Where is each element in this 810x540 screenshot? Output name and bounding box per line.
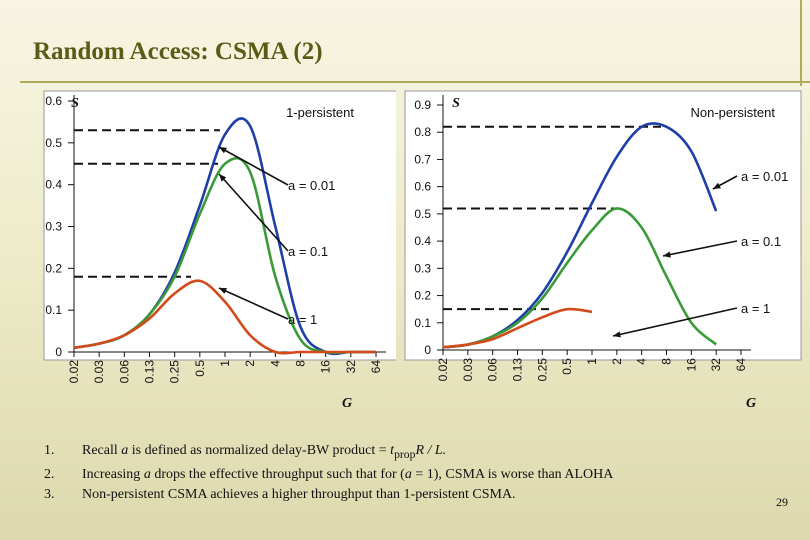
note-1-text: Recall a is defined as normalized delay-…	[82, 443, 447, 461]
chart-1-persistent: 0 0.1 0.2 0.3 0.4 0.5 0.6 0.02 0.03 0.06 0.13 0.25 0…	[43, 90, 396, 411]
y-tick-label: 0.4	[45, 178, 62, 192]
y-tick-label: 0.7	[414, 152, 431, 166]
x-tick-label: 0.25	[168, 360, 182, 384]
x-axis-title: G	[342, 396, 352, 411]
x-tick-label: 0.25	[535, 358, 549, 382]
arrow-head	[219, 288, 227, 294]
x-tick-label: 1	[585, 358, 599, 365]
annotation-label: a = 0.1	[288, 244, 328, 259]
annotation-arrow	[218, 146, 289, 186]
x-tick-label: 0.5	[193, 360, 207, 377]
annotation-arrow	[218, 173, 289, 252]
annotation-label: a = 1	[741, 301, 770, 316]
y-tick-label: 0.1	[414, 316, 431, 330]
series-line	[442, 207, 718, 349]
note-2-number: 2.	[44, 466, 55, 482]
annotation-arrow	[612, 307, 738, 337]
y-tick-label: 0.5	[45, 136, 62, 150]
note-2: 2. Increasing a drops the effective thro…	[44, 465, 744, 485]
x-tick-label: 32	[709, 358, 723, 372]
y-axis-title: S	[71, 96, 79, 111]
y-tick-label: 0.1	[45, 303, 62, 317]
annotation-label: a = 0.1	[741, 234, 781, 249]
arrow-head	[713, 182, 721, 189]
annotation-label: a = 1	[288, 312, 317, 327]
note-2-text: Increasing a drops the effective through…	[82, 466, 614, 482]
x-tick-label: 4	[268, 360, 282, 367]
x-tick-label: 0.06	[117, 360, 131, 384]
x-tick-label: 32	[344, 360, 358, 374]
x-tick-label: 4	[635, 358, 649, 365]
y-tick-label: 0.9	[414, 98, 431, 112]
y-tick-label: 0.2	[414, 289, 431, 303]
y-tick-label: 0.8	[414, 125, 431, 139]
x-tick-label: 0.02	[67, 360, 81, 384]
annotation-label: a = 0.01	[288, 178, 335, 193]
chart-title: 1-persistent	[286, 105, 354, 120]
slide-title: Random Access: CSMA (2)	[33, 38, 323, 65]
y-tick-label: 0	[55, 345, 62, 359]
arrow-head	[613, 331, 621, 338]
series-line	[73, 279, 376, 355]
y-tick-label: 0.6	[414, 180, 431, 194]
chart-non-persistent: 0 0.1 0.2 0.3 0.4 0.5 0.6 0.7 0.8 0.9 0.02 0.03 0.06…	[404, 90, 802, 411]
arrow-head	[219, 174, 227, 182]
x-tick-label: 0.03	[92, 360, 106, 384]
y-tick-label: 0.2	[45, 261, 62, 275]
series-line	[442, 307, 593, 349]
note-1: 1. Recall a is defined as normalized del…	[44, 441, 744, 465]
x-tick-label: 64	[369, 360, 383, 374]
note-3-number: 3.	[44, 486, 55, 502]
x-tick-label: 8	[294, 360, 308, 367]
note-3: 3. Non-persistent CSMA achieves a higher…	[44, 485, 744, 505]
decorative-vertical-line	[800, 0, 802, 86]
x-tick-label: 1	[218, 360, 232, 367]
notes-list: 1. Recall a is defined as normalized del…	[44, 441, 744, 505]
y-tick-label: 0.5	[414, 207, 431, 221]
arrow-head	[219, 147, 227, 154]
x-tick-label: 0.13	[511, 358, 525, 382]
x-tick-label: 2	[243, 360, 257, 367]
y-tick-label: 0.6	[45, 94, 62, 108]
y-axis-title: S	[452, 96, 460, 111]
x-tick-label: 64	[734, 358, 748, 372]
note-1-number: 1.	[44, 443, 55, 458]
annotation-arrow	[218, 287, 289, 320]
x-tick-label: 2	[610, 358, 624, 365]
decorative-horizontal-line	[20, 81, 810, 83]
page-number: 29	[776, 495, 788, 509]
x-tick-label: 0.5	[560, 358, 574, 375]
arrow-head	[663, 251, 671, 258]
x-tick-label: 0.06	[486, 358, 500, 382]
x-tick-label: 8	[660, 358, 674, 365]
x-tick-label: 16	[684, 358, 698, 372]
y-tick-label: 0	[424, 343, 431, 357]
x-axis-title: G	[746, 396, 756, 411]
annotation-label: a = 0.01	[741, 169, 788, 184]
chart-title: Non-persistent	[690, 105, 775, 120]
y-tick-label: 0.3	[45, 220, 62, 234]
x-tick-label: 0.03	[461, 358, 475, 382]
y-tick-label: 0.4	[414, 234, 431, 248]
x-tick-label: 0.02	[436, 358, 450, 382]
plot-background	[404, 90, 802, 361]
annotation-arrow	[662, 240, 738, 257]
x-tick-label: 0.13	[143, 360, 157, 384]
note-3-text: Non-persistent CSMA achieves a higher th…	[82, 486, 516, 502]
plot-background	[43, 90, 396, 361]
x-tick-label: 16	[319, 360, 333, 374]
y-tick-label: 0.3	[414, 261, 431, 275]
